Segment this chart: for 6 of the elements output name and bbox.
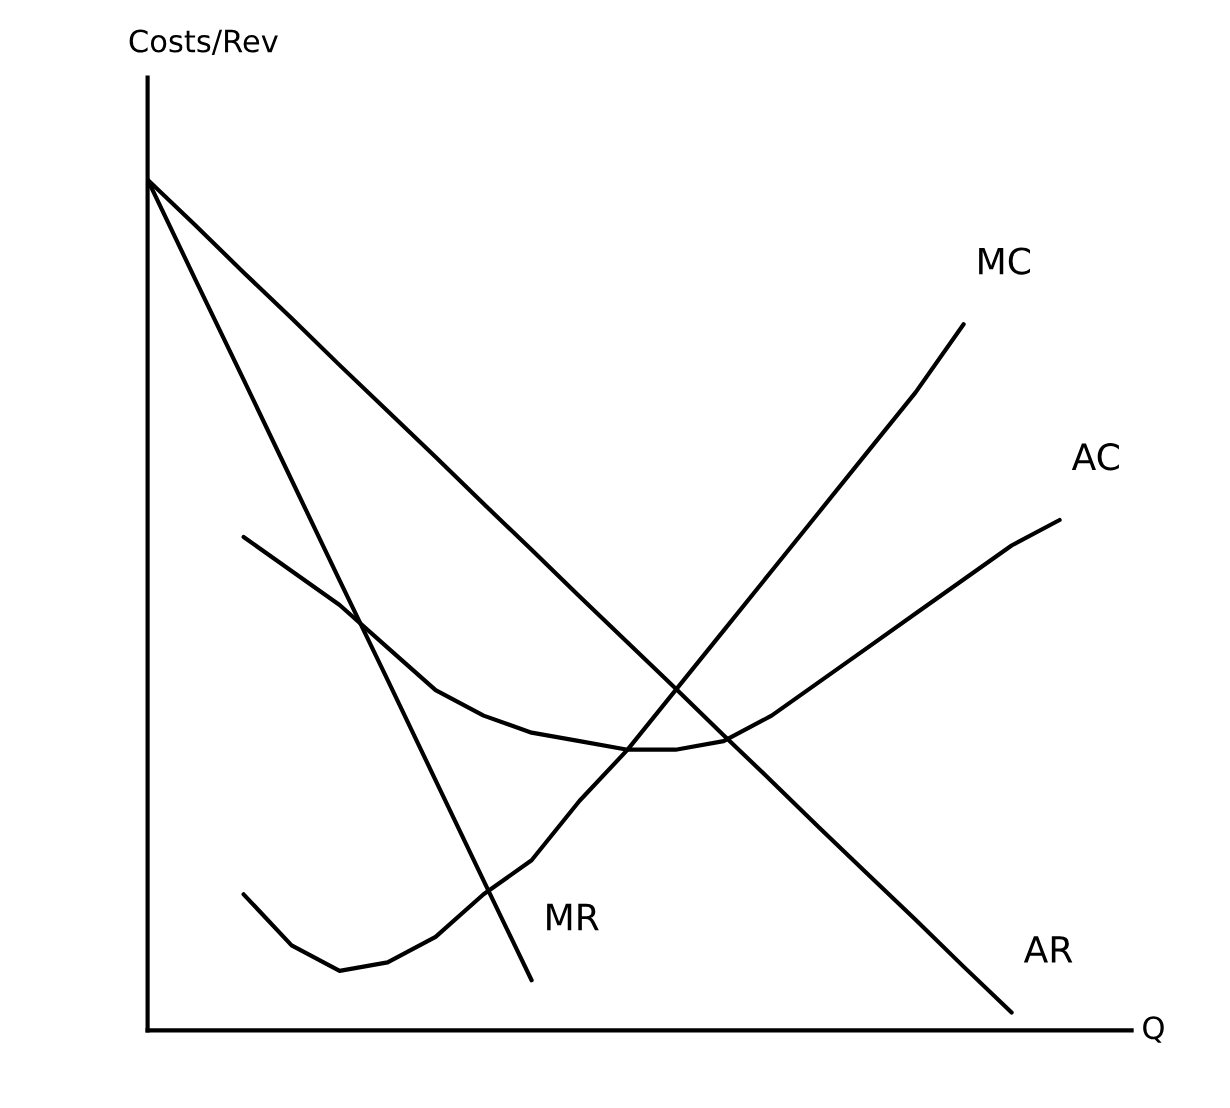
series-label: AC bbox=[1071, 443, 1119, 471]
series-label: AR bbox=[1023, 936, 1073, 963]
series-label: MC bbox=[979, 247, 1031, 275]
series-label: MR bbox=[547, 903, 599, 931]
x-axis-title: Q bbox=[1143, 1016, 1164, 1043]
y-axis-title: Costs/Rev bbox=[129, 29, 278, 55]
